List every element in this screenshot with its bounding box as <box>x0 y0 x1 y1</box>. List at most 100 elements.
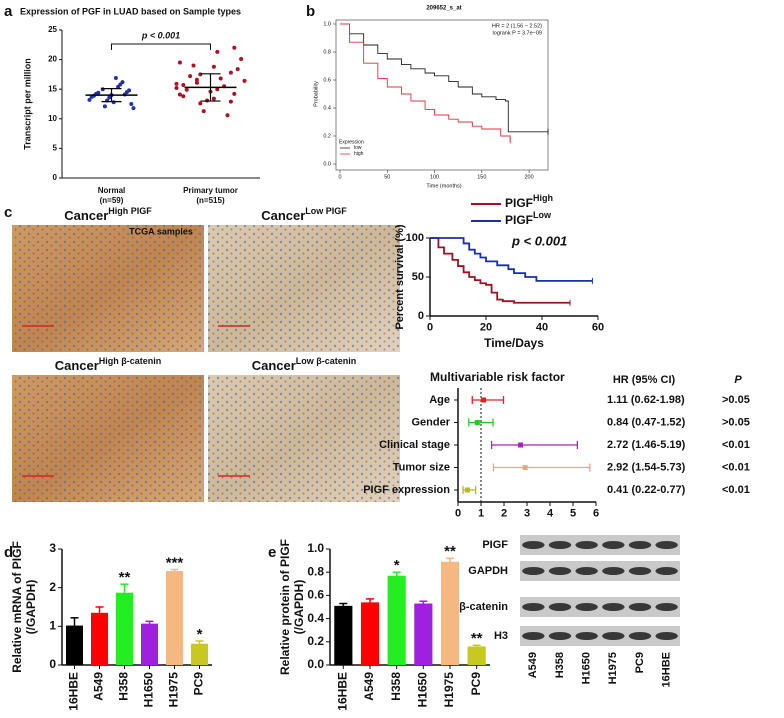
blot-band <box>602 541 625 549</box>
blot-band <box>602 567 625 575</box>
blot-band <box>602 603 625 611</box>
x-axis-label: TCGA samples <box>129 226 193 236</box>
panel-letter: c <box>4 204 12 221</box>
p-label: >0.05 <box>722 394 750 406</box>
x-tick-label: A549 <box>92 672 106 701</box>
blot-row-label: β-catenin <box>459 601 508 613</box>
legend-label-name: high <box>354 151 364 157</box>
bar <box>334 605 353 665</box>
blot-lane-label: H1650 <box>581 652 593 684</box>
blot-band <box>575 632 598 640</box>
hr-point <box>522 465 528 470</box>
legend-label: PIGFLow <box>505 210 552 227</box>
x-tick-label: 16HBE <box>336 672 350 711</box>
y-tick-label: 10 <box>48 114 57 123</box>
x-tick-label: A549 <box>362 672 376 701</box>
data-point <box>177 92 182 97</box>
x-tick-label: Primary tumor <box>183 186 238 195</box>
blot-band <box>522 603 545 611</box>
hr-point <box>474 420 480 425</box>
row-label: Age <box>429 394 450 406</box>
x-tick-label: 2 <box>501 508 507 520</box>
chart-title: Multivariable risk factor <box>430 370 565 384</box>
bar <box>91 612 108 665</box>
y-tick-label: 3 <box>49 541 56 555</box>
data-point <box>87 97 92 102</box>
survival-curve <box>430 237 570 304</box>
x-tick-label: 4 <box>547 508 554 520</box>
bar <box>360 602 380 665</box>
image-label-main: Cancer <box>64 208 108 223</box>
x-tick-label: Normal <box>98 186 126 195</box>
y-tick-label: 15 <box>48 84 57 93</box>
blot-band <box>548 567 572 575</box>
image-texture <box>12 225 204 352</box>
hr-label: 0.41 (0.22-0.77) <box>607 484 686 496</box>
blot-band <box>548 632 572 640</box>
blot-strip <box>520 597 680 617</box>
significance-label: ** <box>444 543 456 560</box>
bar <box>467 646 486 665</box>
image-label-main: Cancer <box>252 358 296 373</box>
x-axis-label: Time (months) <box>426 183 461 189</box>
y-tick-label: 0.0 <box>323 161 331 167</box>
data-point <box>188 74 193 79</box>
blot-band <box>548 541 572 549</box>
y-axis-label: (/GAPDH) <box>292 580 306 635</box>
significance-label: ** <box>471 630 483 647</box>
blot-strip <box>520 626 680 646</box>
x-tick-label: PC9 <box>469 672 483 696</box>
image-label-main: Cancer <box>55 358 99 373</box>
significance-label: * <box>394 557 400 574</box>
data-point <box>96 90 101 95</box>
survival-curve <box>340 23 548 133</box>
y-tick-label: 1.0 <box>307 541 324 555</box>
annotation: p < 0.001 <box>141 30 180 40</box>
x-tick-label: H358 <box>389 672 403 701</box>
blot-band <box>628 632 652 640</box>
y-tick-label: 50 <box>412 271 424 283</box>
data-point <box>194 80 199 85</box>
y-tick-label: 25 <box>48 25 57 34</box>
blot-band <box>522 567 545 575</box>
image-label-sup: Low β-catenin <box>296 356 357 366</box>
y-tick-label: 0.4 <box>323 105 331 111</box>
annotation: logrank P = 3.7e−09 <box>493 30 542 36</box>
hr-point <box>464 487 470 493</box>
legend-label: PIGFHigh <box>505 193 553 210</box>
data-point <box>232 91 237 96</box>
bar <box>141 623 158 665</box>
legend-title: Expression <box>339 139 364 145</box>
blot-band <box>655 567 678 575</box>
y-axis-label: Relative mRNA of PIGF <box>10 541 24 673</box>
blot-band <box>655 632 678 640</box>
bar <box>387 575 406 665</box>
y-tick-label: 0.2 <box>323 133 331 139</box>
bar <box>440 561 460 665</box>
y-tick-label: 0 <box>49 657 56 671</box>
x-tick-label: PC9 <box>192 672 206 696</box>
data-point <box>232 45 237 50</box>
data-point <box>177 60 182 65</box>
survival-curve <box>340 23 511 141</box>
data-point <box>235 67 240 72</box>
y-tick-label: 0.2 <box>307 634 324 648</box>
blot-band <box>575 567 598 575</box>
legend-label-name: low <box>354 145 362 151</box>
data-point <box>211 64 216 69</box>
data-point <box>191 63 196 68</box>
x-tick-label: H1650 <box>416 672 430 708</box>
legend-label: high <box>354 151 364 157</box>
y-tick-label: 0 <box>418 310 424 322</box>
blot-band <box>655 541 678 549</box>
data-point <box>129 102 134 106</box>
blot-band <box>628 603 652 611</box>
blot-band <box>628 541 652 549</box>
data-point <box>239 57 244 62</box>
image-label: CancerHigh PIGF <box>64 206 152 223</box>
blot-lane-label: 16HBE <box>661 652 673 687</box>
annotation: HR = 2 (1.56 − 2.52) <box>492 23 542 29</box>
y-tick-label: 0.0 <box>307 657 324 671</box>
data-point <box>242 78 247 83</box>
y-tick-label: 0.6 <box>323 77 331 83</box>
